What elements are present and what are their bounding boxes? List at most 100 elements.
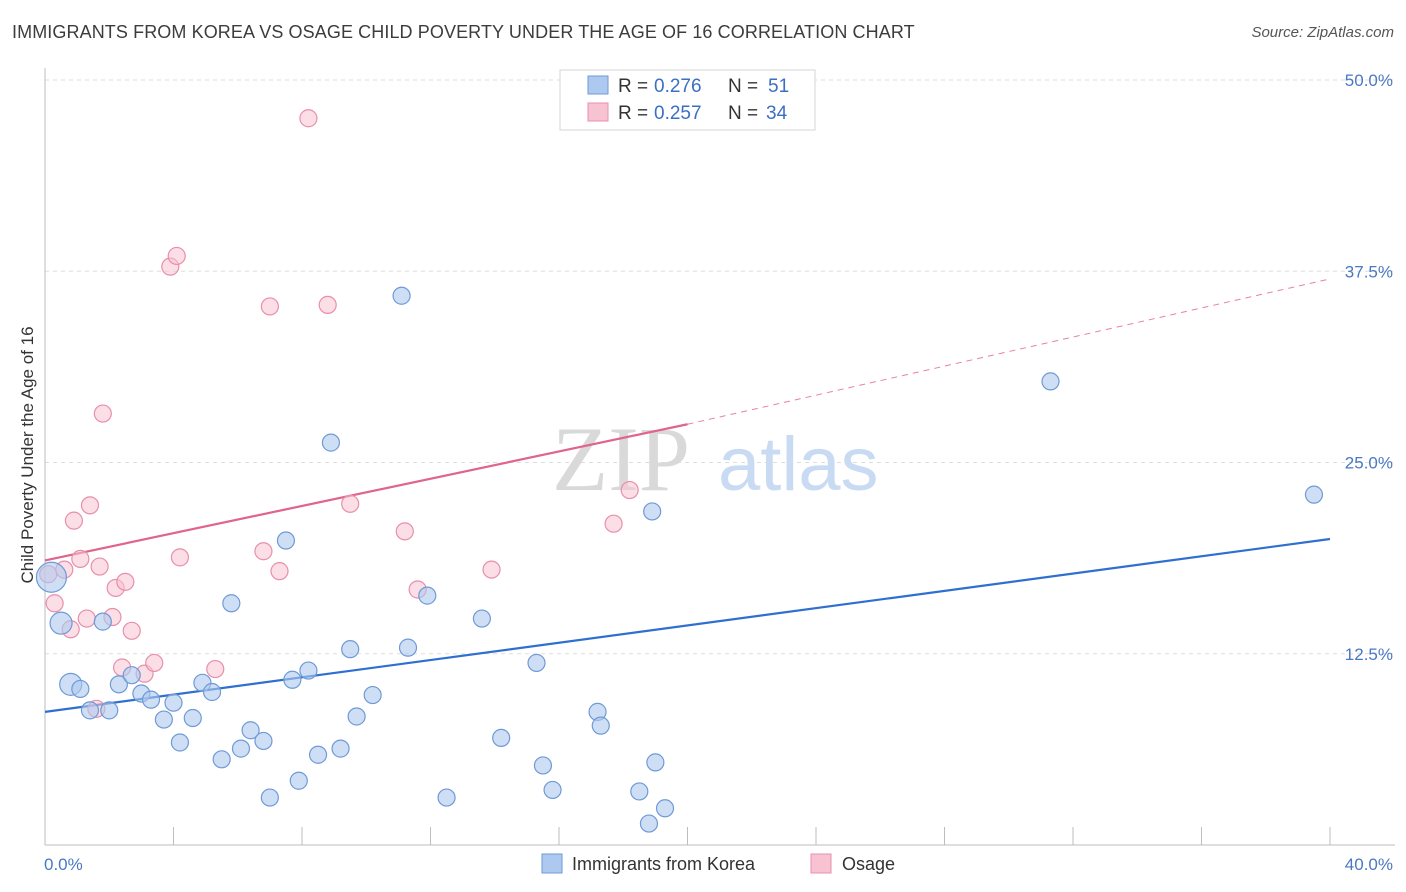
grid-lines bbox=[45, 79, 1395, 655]
point-korea-1 bbox=[49, 611, 73, 635]
trend-lines bbox=[44, 278, 1331, 713]
point-korea-46 bbox=[643, 502, 662, 521]
watermark: ZIP atlas bbox=[552, 408, 879, 510]
chart-title: IMMIGRANTS FROM KOREA VS OSAGE CHILD POV… bbox=[12, 22, 915, 42]
point-osage-23 bbox=[260, 297, 279, 316]
legend-r-value-osage: 0.257 bbox=[654, 103, 702, 124]
point-korea-47 bbox=[646, 753, 665, 772]
point-osage-27 bbox=[341, 494, 360, 513]
point-osage-4 bbox=[64, 511, 84, 530]
point-korea-28 bbox=[321, 433, 341, 452]
point-osage-26 bbox=[318, 295, 337, 315]
point-korea-34 bbox=[398, 638, 418, 657]
axes bbox=[44, 68, 1395, 846]
y-tick-labels: 12.5% 25.0% 37.5% 50.0% bbox=[1345, 71, 1393, 664]
point-osage-6 bbox=[77, 609, 96, 628]
point-osage-19 bbox=[167, 246, 186, 266]
point-korea-40 bbox=[533, 756, 553, 775]
point-korea-20 bbox=[241, 721, 260, 740]
point-korea-7 bbox=[109, 675, 128, 694]
data-points bbox=[35, 109, 1324, 833]
legend-n-label-korea: N = bbox=[728, 76, 763, 97]
point-korea-18 bbox=[222, 594, 241, 613]
point-korea-8 bbox=[122, 666, 141, 685]
point-korea-6 bbox=[93, 612, 112, 631]
watermark-zip: ZIP bbox=[552, 408, 690, 510]
point-osage-5 bbox=[71, 549, 90, 568]
point-korea-24 bbox=[283, 670, 302, 689]
point-korea-16 bbox=[202, 682, 222, 702]
point-korea-10 bbox=[141, 690, 161, 709]
point-korea-5 bbox=[100, 701, 119, 720]
point-korea-43 bbox=[591, 716, 610, 735]
legend-n-value-korea: 51 bbox=[768, 76, 789, 97]
y-tick-label-3: 50.0% bbox=[1345, 71, 1393, 90]
point-osage-17 bbox=[145, 653, 164, 673]
point-korea-37 bbox=[472, 609, 491, 628]
bottom-legend-swatch-korea bbox=[541, 853, 563, 874]
point-korea-27 bbox=[308, 745, 328, 764]
point-korea-22 bbox=[260, 788, 279, 807]
point-korea-44 bbox=[630, 782, 649, 801]
x-tick-label-1: 40.0% bbox=[1345, 855, 1393, 874]
point-korea-31 bbox=[347, 707, 366, 726]
point-osage-32 bbox=[620, 480, 639, 500]
point-osage-7 bbox=[80, 496, 100, 515]
point-korea-29 bbox=[331, 739, 350, 758]
legend-n-value-osage: 34 bbox=[766, 103, 788, 124]
bottom-legend-label-osage: Osage bbox=[842, 854, 895, 874]
point-korea-25 bbox=[289, 771, 308, 790]
point-korea-35 bbox=[418, 586, 437, 605]
point-korea-49 bbox=[1041, 372, 1060, 391]
point-osage-9 bbox=[90, 557, 109, 576]
point-osage-30 bbox=[482, 560, 501, 579]
top-legend: R = 0.276 N = 51 R = 0.257 N = 34 bbox=[559, 69, 816, 131]
legend-swatch-korea bbox=[587, 75, 609, 95]
point-korea-30 bbox=[341, 640, 360, 659]
point-korea-0 bbox=[35, 561, 68, 593]
source-credit: Source: ZipAtlas.com bbox=[1251, 24, 1394, 41]
point-korea-36 bbox=[437, 788, 456, 807]
point-osage-20 bbox=[170, 548, 190, 567]
point-korea-21 bbox=[254, 731, 273, 751]
point-korea-45 bbox=[639, 814, 659, 833]
point-osage-31 bbox=[604, 514, 623, 533]
point-korea-39 bbox=[527, 653, 546, 673]
legend-swatch-osage bbox=[587, 102, 609, 122]
point-korea-48 bbox=[655, 799, 675, 818]
point-osage-15 bbox=[122, 621, 141, 640]
bottom-legend-label-korea: Immigrants from Korea bbox=[572, 854, 756, 874]
point-korea-19 bbox=[231, 739, 251, 758]
point-osage-1 bbox=[45, 594, 64, 613]
point-korea-32 bbox=[363, 685, 382, 705]
x-tick-label-0: 0.0% bbox=[44, 855, 83, 874]
trend-line-osage-extension bbox=[687, 278, 1331, 425]
x-tick-labels: 0.0% 40.0% bbox=[44, 855, 1393, 874]
point-osage-24 bbox=[270, 562, 289, 581]
y-tick-label-0: 12.5% bbox=[1345, 645, 1393, 664]
point-korea-41 bbox=[543, 780, 562, 800]
legend-r-label-korea: R = bbox=[618, 76, 653, 97]
point-osage-28 bbox=[395, 522, 414, 541]
point-korea-33 bbox=[392, 286, 411, 305]
point-korea-23 bbox=[276, 531, 296, 550]
point-korea-12 bbox=[164, 693, 183, 712]
legend-r-label-osage: R = bbox=[618, 103, 653, 124]
point-osage-14 bbox=[116, 572, 135, 591]
point-korea-50 bbox=[1304, 485, 1324, 504]
point-korea-26 bbox=[299, 661, 318, 680]
trend-line-korea bbox=[44, 537, 1331, 713]
bottom-legend: Immigrants from Korea Osage bbox=[541, 853, 895, 874]
point-osage-10 bbox=[93, 404, 112, 423]
point-korea-3 bbox=[71, 679, 90, 699]
point-osage-21 bbox=[206, 659, 225, 679]
point-korea-13 bbox=[170, 733, 190, 752]
point-korea-38 bbox=[492, 728, 511, 748]
point-osage-22 bbox=[254, 542, 273, 561]
point-osage-25 bbox=[299, 109, 318, 128]
legend-r-value-korea: 0.276 bbox=[654, 76, 702, 97]
y-axis-label: Child Poverty Under the Age of 16 bbox=[18, 326, 37, 583]
y-tick-label-2: 37.5% bbox=[1345, 262, 1393, 281]
y-tick-label-1: 25.0% bbox=[1345, 454, 1393, 473]
bottom-legend-swatch-osage bbox=[810, 853, 832, 874]
